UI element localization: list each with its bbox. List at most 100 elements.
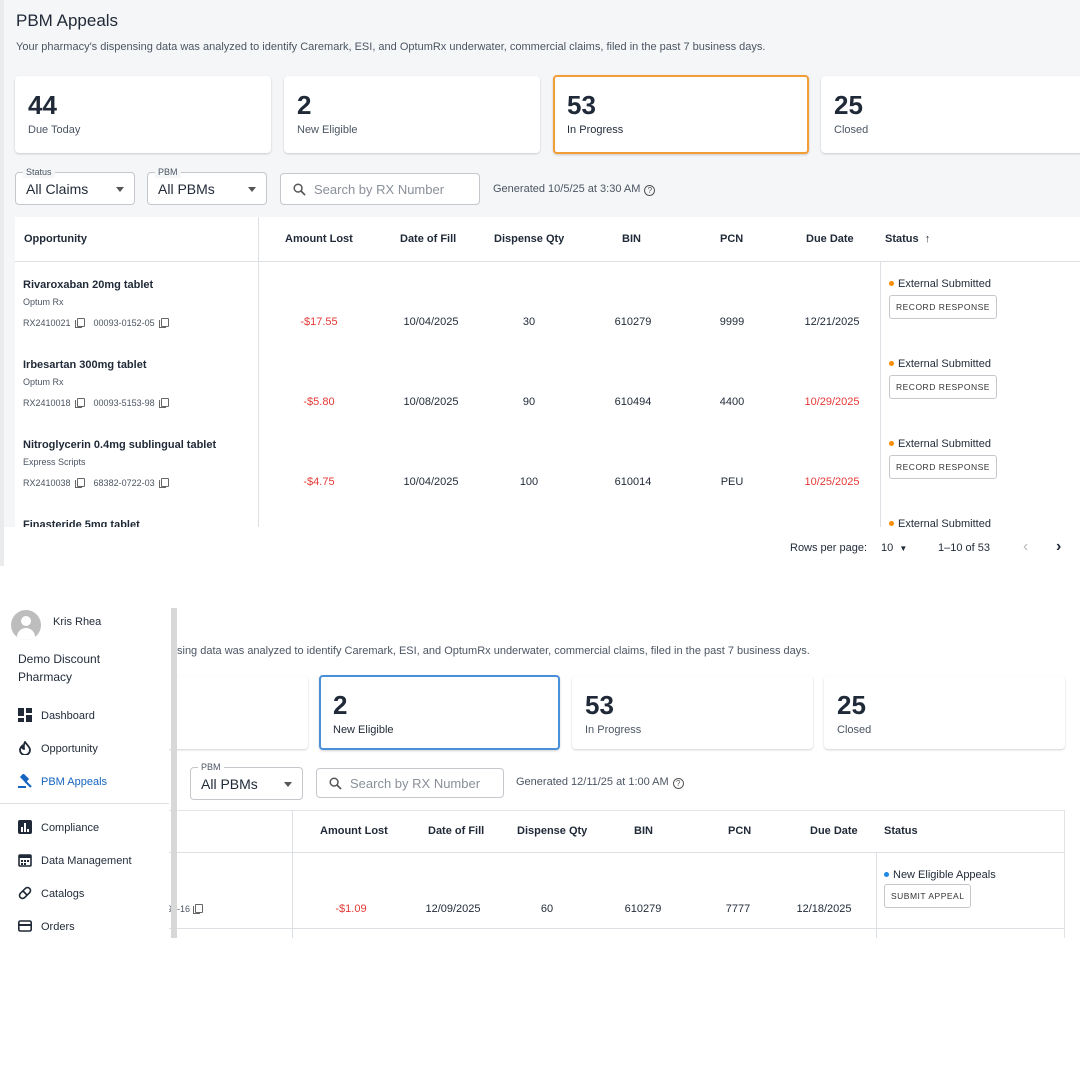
table-pagination: Rows per page: 10 ▼ 1–10 of 53 ‹ ›	[4, 527, 1080, 566]
blank-area	[0, 938, 1080, 1080]
ndc-number: 96-16	[167, 904, 212, 914]
table-row[interactable]: Irbesartan 300mg tablet Optum Rx RX24100…	[15, 343, 1080, 423]
help-icon[interactable]: ?	[644, 185, 656, 196]
credit-card-icon	[18, 920, 32, 932]
help-icon[interactable]: ?	[672, 778, 684, 789]
generated-text: Generated 10/5/25 at 3:30 AM	[493, 183, 641, 195]
sidebar-item-label: Catalogs	[41, 888, 85, 900]
column-header-bin[interactable]: BIN	[634, 825, 653, 837]
sidebar-item-opportunity[interactable]: Opportunity	[18, 741, 98, 755]
pagination-range: 1–10 of 53	[938, 542, 990, 554]
column-header-amount-lost[interactable]: Amount Lost	[320, 825, 388, 837]
sidebar-item-data-management[interactable]: Data Management	[18, 853, 132, 867]
status-select-label: Status	[23, 166, 55, 178]
avatar[interactable]	[11, 610, 41, 640]
user-name: Kris Rhea	[53, 616, 102, 628]
pbm-select-value: All PBMs	[158, 181, 215, 197]
record-response-button[interactable]: RECORD RESPONSE	[889, 455, 997, 479]
card-count: 2	[333, 690, 348, 720]
status-dot-icon	[889, 521, 894, 526]
column-header-dispense-qty[interactable]: Dispense Qty	[494, 233, 565, 245]
claims-table: Amount Lost Date of Fill Dispense Qty BI…	[130, 810, 1065, 938]
column-header-amount-lost[interactable]: Amount Lost	[285, 233, 353, 245]
card-in-progress[interactable]: 53 In Progress	[553, 75, 809, 154]
column-header-dispense-qty[interactable]: Dispense Qty	[517, 825, 588, 837]
bar-chart-icon	[18, 820, 32, 834]
search-input[interactable]: Search by RX Number	[280, 173, 480, 205]
copy-icon[interactable]	[193, 904, 204, 914]
rows-per-page-label: Rows per page:	[790, 542, 868, 554]
chevron-down-icon: ▼	[899, 544, 908, 553]
column-header-pcn[interactable]: PCN	[728, 825, 752, 837]
sidebar-item-label: Opportunity	[41, 743, 98, 755]
pbm-select[interactable]: PBM All PBMs	[190, 761, 303, 800]
column-divider	[880, 262, 881, 527]
sidebar-scrollbar[interactable]	[171, 608, 177, 938]
table-row[interactable]: Rivaroxaban 20mg tablet Optum Rx RX24100…	[15, 263, 1080, 343]
column-header-pcn[interactable]: PCN	[720, 233, 744, 245]
copy-icon[interactable]	[74, 398, 85, 408]
copy-icon[interactable]	[158, 318, 169, 328]
record-response-button[interactable]: RECORD RESPONSE	[889, 375, 997, 399]
table-row[interactable]: Finasteride 5mg tablet External Submitte…	[15, 503, 1080, 527]
search-input[interactable]: Search by RX Number	[316, 768, 504, 798]
drug-name: Nitroglycerin 0.4mg sublingual tablet	[23, 439, 217, 451]
amount-lost: -$17.55	[300, 316, 338, 328]
chevron-down-icon	[284, 782, 292, 787]
pbm-select[interactable]: PBM All PBMs	[147, 166, 267, 205]
chevron-left-icon[interactable]: ‹	[1023, 538, 1029, 555]
card-in-progress[interactable]: 53 In Progress	[572, 676, 813, 749]
sidebar-item-compliance[interactable]: Compliance	[18, 820, 99, 834]
column-header-due-date[interactable]: Due Date	[810, 825, 858, 837]
column-header-bin[interactable]: BIN	[622, 233, 641, 245]
dashboard-icon	[18, 708, 32, 722]
status-text: External Submitted	[898, 438, 991, 450]
pbm-select-value: All PBMs	[201, 776, 258, 792]
sidebar-item-orders[interactable]: Orders	[18, 919, 75, 933]
pcn: PEU	[720, 476, 744, 488]
pcn: 7777	[725, 903, 751, 915]
record-response-button[interactable]: RECORD RESPONSE	[889, 295, 997, 319]
card-closed[interactable]: 25 Closed	[824, 676, 1065, 749]
ndc-number: 00093-0152-05	[93, 318, 155, 328]
chevron-right-icon[interactable]: ›	[1056, 538, 1062, 555]
sidebar-item-pbm-appeals[interactable]: PBM Appeals	[18, 774, 107, 788]
search-icon	[329, 777, 342, 790]
header-divider	[131, 852, 1064, 853]
pbm-name: Optum Rx	[23, 377, 64, 387]
copy-icon[interactable]	[74, 478, 85, 488]
column-header-due-date[interactable]: Due Date	[806, 233, 854, 245]
column-header-opportunity[interactable]: Opportunity	[24, 233, 87, 245]
column-header-status[interactable]: Status ↑	[885, 217, 930, 261]
card-new-eligible[interactable]: 2 New Eligible	[284, 76, 540, 153]
rx-ndc-line: RX2410021 00093-0152-05	[23, 318, 178, 328]
column-header-date-of-fill[interactable]: Date of Fill	[400, 233, 457, 245]
sidebar-item-label: PBM Appeals	[41, 776, 108, 788]
rx-ndc-line: RX2410038 68382-0722-03	[23, 478, 178, 488]
card-new-eligible[interactable]: 2 New Eligible	[319, 675, 560, 750]
column-header-status[interactable]: Status	[884, 825, 918, 837]
submit-appeal-button[interactable]: SUBMIT APPEAL	[884, 884, 972, 908]
card-due-today[interactable]: 44 Due Today	[15, 76, 271, 153]
sidebar: Kris Rhea Demo Discount Pharmacy Dashboa…	[0, 608, 169, 938]
pbm-name: Express Scripts	[23, 457, 86, 467]
status-text: External Submitted	[898, 518, 991, 527]
copy-icon[interactable]	[74, 318, 85, 328]
copy-icon[interactable]	[158, 478, 169, 488]
claims-table: Opportunity Amount Lost Date of Fill Dis…	[15, 217, 1080, 527]
copy-icon[interactable]	[158, 398, 169, 408]
table-row[interactable]: Nitroglycerin 0.4mg sublingual tablet Ex…	[15, 423, 1080, 503]
column-header-date-of-fill[interactable]: Date of Fill	[428, 825, 485, 837]
card-closed[interactable]: 25 Closed	[821, 76, 1080, 153]
status-badge: External Submitted	[889, 518, 991, 527]
status-select[interactable]: Status All Claims	[15, 166, 135, 205]
rows-per-page-select[interactable]: 10 ▼	[881, 542, 907, 554]
bin: 610279	[624, 903, 662, 915]
sidebar-item-dashboard[interactable]: Dashboard	[18, 708, 95, 722]
sidebar-item-catalogs[interactable]: Catalogs	[18, 886, 84, 900]
pcn: 9999	[719, 316, 745, 328]
amount-lost: -$4.75	[303, 476, 335, 488]
card-label: Due Today	[28, 124, 81, 136]
sidebar-item-label: Data Management	[41, 855, 132, 867]
table-row[interactable]: 3 96-16 -$1.09 12/09/2025 60 610279 7777…	[131, 853, 1064, 933]
